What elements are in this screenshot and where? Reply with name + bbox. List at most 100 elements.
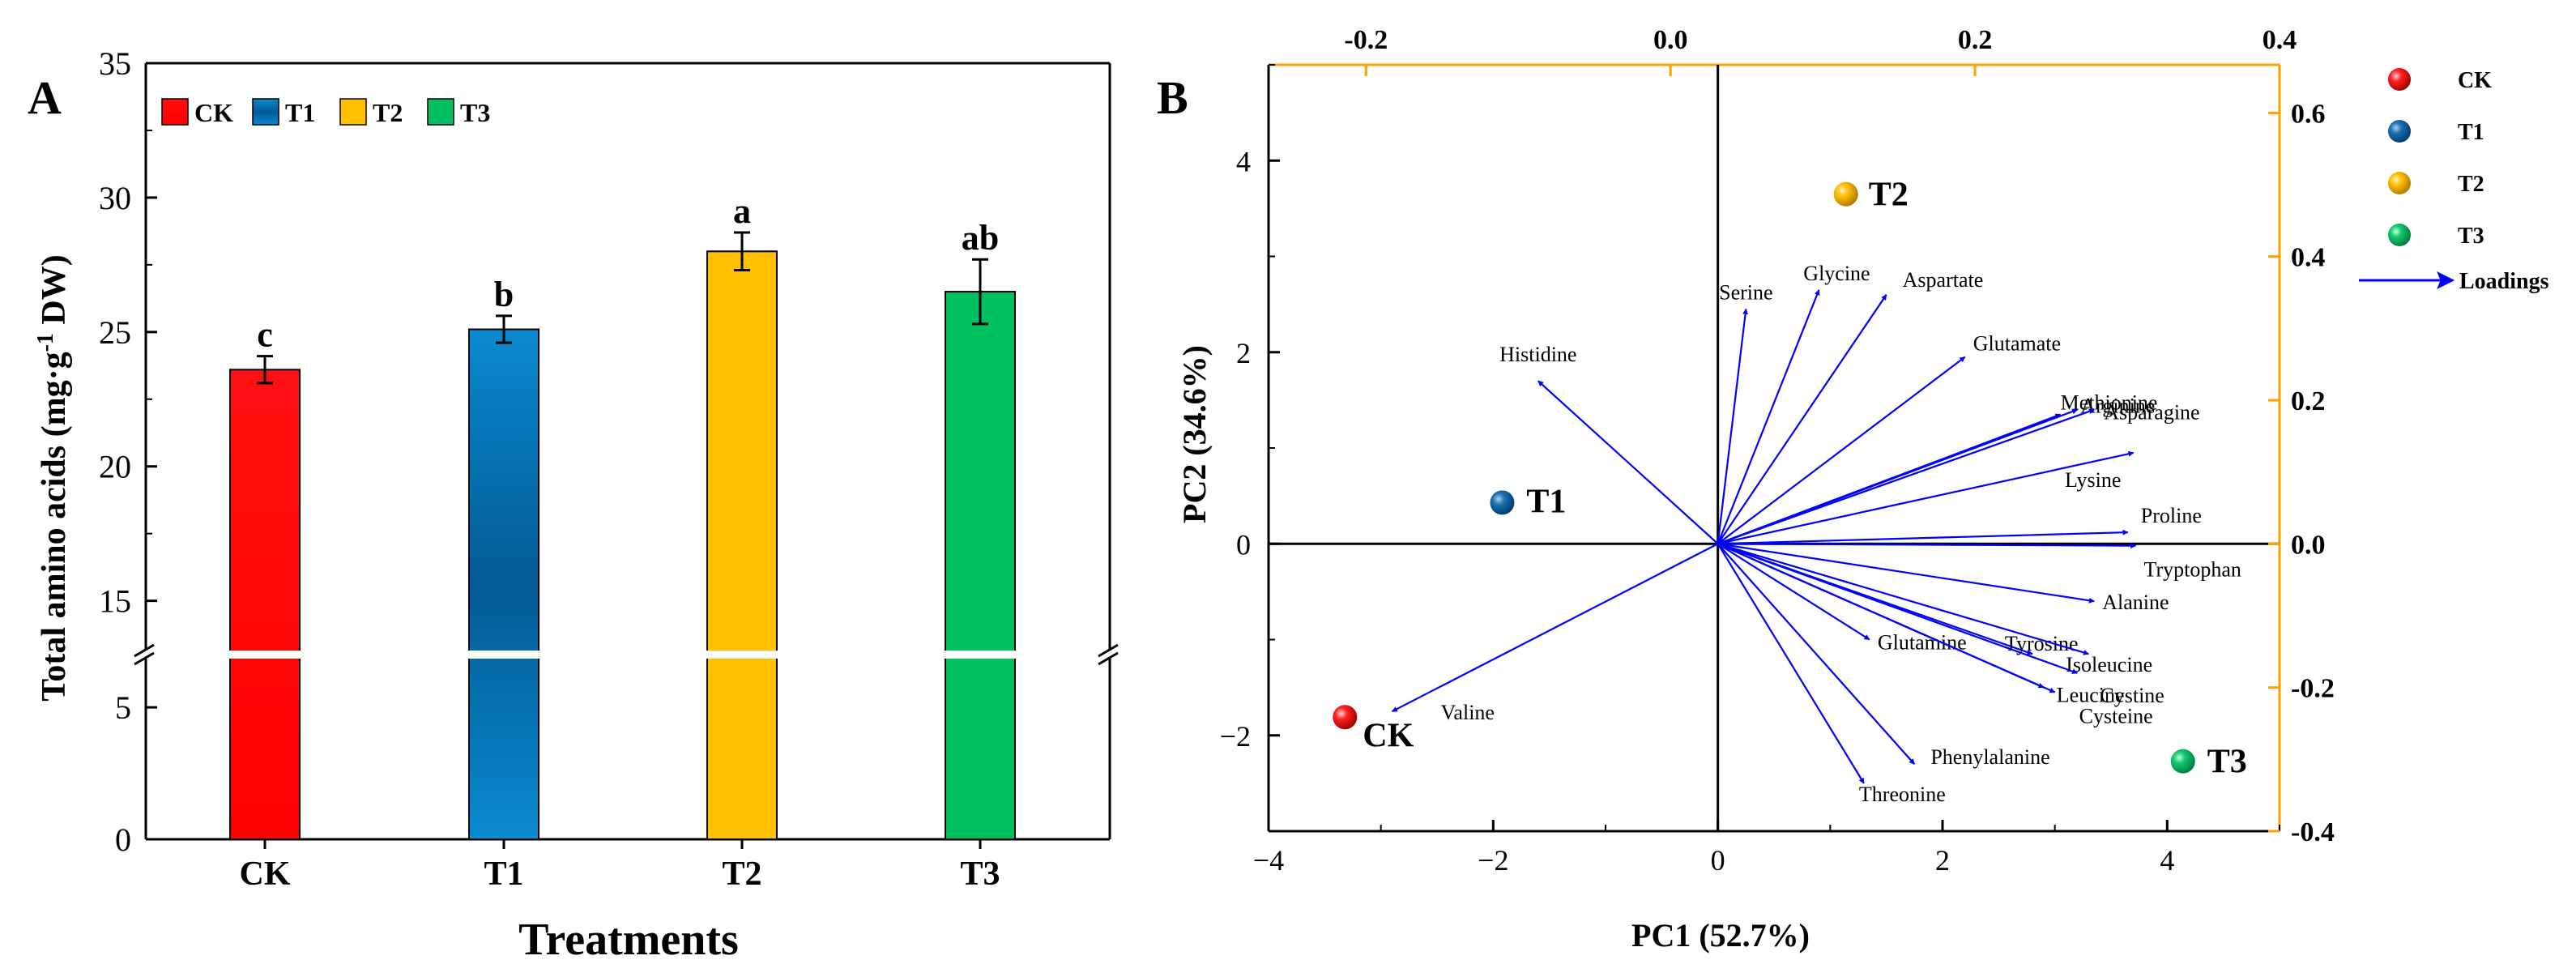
loading-label-asparagine: Asparagine: [2104, 401, 2199, 425]
loading-label-alanine: Alanine: [2102, 591, 2169, 614]
x-tick-label-t2: T2: [722, 855, 761, 893]
x-tick-label-ck: CK: [240, 855, 291, 893]
legend-marker-t2: [2388, 172, 2411, 194]
loading-label-leucine: Leucine: [2057, 684, 2125, 707]
loading-label-phenylalanine: Phenylalanine: [1930, 745, 2049, 769]
y-tick-label: 2: [1236, 337, 1251, 369]
bar-t1: [468, 328, 540, 840]
loading-arrows: Histidine Valine Serine Glycine Aspartate Glu…: [1391, 262, 2241, 806]
loading-label-tryptophan: Tryptophan: [2144, 558, 2241, 582]
loading-label-glycine: Glycine: [1803, 262, 1870, 285]
legend-marker-t3: [2388, 224, 2411, 246]
x-tick-label: 0: [1711, 844, 1725, 877]
x-axis-label-b: PC1 (52.7%): [1631, 917, 1810, 954]
right-tick-label: 0.0: [2291, 530, 2326, 560]
x-tick-label-t3: T3: [960, 855, 1000, 893]
right-tick-label: 0.4: [2291, 243, 2326, 273]
panel-a-label: A: [28, 71, 62, 124]
loading-label-valine: Valine: [1441, 701, 1495, 724]
x-tick-label: −2: [1478, 844, 1508, 877]
score-label-ck: CK: [1363, 717, 1414, 754]
error-bar-t2: [734, 231, 750, 271]
axis-break-slash-0-a: [134, 651, 155, 666]
ylabel-tail: DW): [36, 254, 73, 333]
bar-ck: [229, 369, 301, 841]
legend-a: CK T1 T2 T3: [161, 98, 490, 127]
y-tick-label: 25: [99, 314, 131, 351]
panel-a: A Total amino acids (mg·g-1 DW) Treatmen…: [28, 45, 1120, 965]
loading-label-proline: Proline: [2141, 504, 2202, 527]
legend-marker-ck: [2388, 68, 2411, 91]
legend-label-t3: T3: [2458, 224, 2484, 249]
x-tick-label-t1: T1: [484, 855, 523, 893]
loading-label-histidine: Histidine: [1499, 343, 1576, 366]
x-tick-label: 4: [2160, 844, 2174, 877]
legend-label-t1: T1: [2458, 120, 2484, 145]
loading-arrow-alanine: [1717, 543, 2095, 604]
error-bar-ck: [257, 355, 273, 385]
axis-break-slash-0-b: [134, 643, 155, 658]
y-tick-label: 0: [115, 821, 131, 858]
legend-swatch-t1: [252, 98, 279, 126]
top-tick-label: 0.4: [2263, 25, 2297, 55]
ylabel-sup: -1: [33, 333, 58, 352]
ylabel-main: Total amino acids (mg·g: [36, 352, 73, 701]
legend-b: CK T1 T2 T3 Loadings: [2359, 68, 2549, 294]
y-tick-label: 30: [99, 180, 131, 216]
loading-arrow-glutamine: [1717, 543, 1870, 641]
loading-label-lysine: Lysine: [2065, 468, 2121, 492]
x-axis-label-a: Treatments: [518, 915, 739, 965]
right-tick-label: 0.2: [2291, 386, 2326, 416]
bar-t2: [706, 250, 778, 841]
legend-swatch-t2: [339, 98, 367, 126]
score-label-t3: T3: [2207, 744, 2247, 781]
loading-arrow-glutamate: [1717, 356, 1966, 545]
y-tick-label: 0: [1236, 528, 1251, 561]
loading-arrow-asparagine: [1717, 408, 2095, 545]
legend-label-t2: T2: [2458, 172, 2484, 197]
bar-t3: [945, 291, 1016, 840]
y-tick-label: 35: [99, 45, 131, 82]
loading-arrow-phenylalanine: [1717, 543, 1916, 765]
y-tick-label: 4: [1236, 145, 1251, 177]
top-tick-label: -0.2: [1344, 25, 1388, 55]
panel-b-label: B: [1157, 71, 1188, 124]
loading-label-cystine: Cystine: [2100, 684, 2164, 707]
axis-break-slash-1-a: [1098, 651, 1119, 666]
bars: c b a ab: [134, 191, 1120, 841]
axis-break-gap: [136, 651, 1120, 659]
legend-label-loadings: Loadings: [2459, 269, 2549, 294]
legend-label-t2: T2: [373, 98, 403, 127]
error-bar-t3: [972, 258, 988, 326]
loading-arrow-tryptophan: [1717, 543, 2137, 549]
loading-arrow-threonine: [1717, 543, 1865, 784]
pca-plot-area: −4 −2 0 2 4 −2 0 2 4 -0.2 0.0 0.2 0.4 0.6 0.4 0.2 0.0 -0.…: [1220, 25, 2335, 877]
top-tick-label: 0.0: [1653, 25, 1688, 55]
legend-label-t3: T3: [460, 98, 490, 127]
loading-label-tyrosine: Tyrosine: [2005, 632, 2079, 655]
score-points: CK T1 T2 T3: [1333, 177, 2247, 781]
loading-label-isoleucine: Isoleucine: [2066, 653, 2152, 676]
loading-label-cysteine: Cysteine: [2079, 705, 2153, 728]
loading-arrow-serine: [1717, 308, 1749, 544]
loading-label-aspartate: Aspartate: [1903, 268, 1984, 292]
legend-marker-t1: [2388, 120, 2411, 143]
score-label-t1: T1: [1526, 483, 1566, 520]
y-tick-label: 5: [115, 689, 131, 726]
score-point-t1: [1490, 490, 1515, 515]
loading-arrow-glycine: [1717, 289, 1820, 544]
legend-swatch-ck: [161, 98, 189, 126]
score-point-t2: [1833, 181, 1858, 207]
right-tick-label: -0.2: [2291, 674, 2335, 704]
y-axis-label-b: PC2 (34.6%): [1176, 345, 1213, 523]
legend-label-ck: CK: [194, 98, 233, 127]
score-point-t3: [2170, 749, 2195, 774]
loading-arrow-cysteine: [1717, 543, 2056, 693]
loading-arrow-proline: [1717, 529, 2129, 545]
axis-break-slash-1-b: [1098, 643, 1119, 658]
legend-label-ck: CK: [2458, 68, 2492, 93]
loading-arrow-valine: [1391, 543, 1719, 713]
y-tick-label: −2: [1220, 720, 1251, 753]
error-bar-t1: [496, 314, 512, 344]
